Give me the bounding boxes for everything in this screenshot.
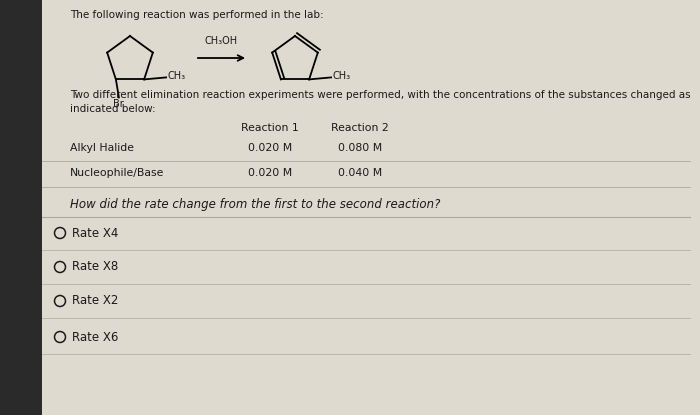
Text: Rate X6: Rate X6	[72, 330, 118, 344]
Text: Reaction 2: Reaction 2	[331, 123, 389, 133]
Text: 0.080 M: 0.080 M	[338, 143, 382, 153]
Text: 0.020 M: 0.020 M	[248, 168, 292, 178]
Text: Rate X2: Rate X2	[72, 295, 118, 308]
Text: CH₃: CH₃	[332, 71, 350, 81]
Text: Rate X4: Rate X4	[72, 227, 118, 239]
Text: Alkyl Halide: Alkyl Halide	[70, 143, 134, 153]
Text: Rate X8: Rate X8	[72, 261, 118, 273]
Text: Two different elimination reaction experiments were performed, with the concentr: Two different elimination reaction exper…	[70, 90, 691, 100]
Text: Reaction 1: Reaction 1	[241, 123, 299, 133]
Text: Nucleophile/Base: Nucleophile/Base	[70, 168, 164, 178]
Text: 0.020 M: 0.020 M	[248, 143, 292, 153]
Text: The following reaction was performed in the lab:: The following reaction was performed in …	[70, 10, 323, 20]
Text: 0.040 M: 0.040 M	[338, 168, 382, 178]
Bar	[0, 0, 42, 415]
Text: CH₃: CH₃	[167, 71, 186, 81]
Text: Br: Br	[113, 100, 123, 110]
Text: CH₃OH: CH₃OH	[205, 36, 238, 46]
Text: indicated below:: indicated below:	[70, 104, 155, 114]
Text: How did the rate change from the first to the second reaction?: How did the rate change from the first t…	[70, 198, 440, 211]
